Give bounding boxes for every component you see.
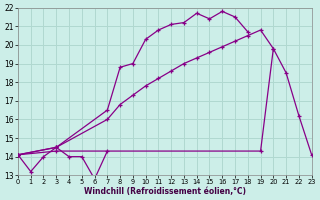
X-axis label: Windchill (Refroidissement éolien,°C): Windchill (Refroidissement éolien,°C)	[84, 187, 246, 196]
